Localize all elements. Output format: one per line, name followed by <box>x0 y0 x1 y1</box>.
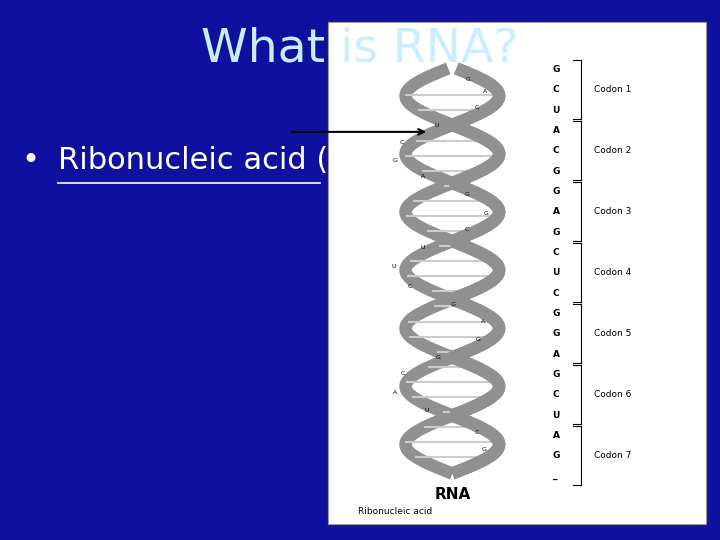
Text: A: A <box>421 174 426 179</box>
Text: RNA: RNA <box>434 487 470 502</box>
Text: U: U <box>552 268 560 278</box>
Text: Codon 2: Codon 2 <box>594 146 631 156</box>
Text: Ribonucleic acid: Ribonucleic acid <box>358 507 432 516</box>
Text: Codon 4: Codon 4 <box>594 268 631 278</box>
Text: A: A <box>552 431 559 440</box>
Text: G: G <box>465 192 469 198</box>
Text: •: • <box>22 146 40 175</box>
Text: A: A <box>482 89 487 94</box>
Text: Codon 1: Codon 1 <box>594 85 631 94</box>
Text: C: C <box>552 146 559 156</box>
Text: U: U <box>552 411 560 420</box>
Text: A: A <box>552 350 559 359</box>
Text: U: U <box>552 106 560 114</box>
Text: Codon 7: Codon 7 <box>594 451 631 461</box>
Text: C: C <box>552 248 559 257</box>
Text: Codon 3: Codon 3 <box>594 207 631 217</box>
Text: A: A <box>552 126 559 135</box>
Text: G: G <box>482 447 487 451</box>
Text: G: G <box>392 158 397 163</box>
Text: _: _ <box>552 472 557 481</box>
Text: G: G <box>552 451 560 461</box>
Text: What is RNA?: What is RNA? <box>202 27 518 72</box>
Text: C: C <box>400 139 404 145</box>
Text: C: C <box>552 85 559 94</box>
Text: U: U <box>425 408 429 413</box>
Text: G: G <box>483 211 488 216</box>
Text: C: C <box>475 430 480 435</box>
Text: U: U <box>435 123 439 129</box>
Text: U: U <box>392 264 396 268</box>
Text: C: C <box>400 372 405 376</box>
Text: U: U <box>420 245 425 251</box>
Text: A: A <box>480 319 485 323</box>
Text: A: A <box>552 207 559 217</box>
Text: G: G <box>552 65 560 74</box>
Text: G: G <box>552 370 560 379</box>
Text: G: G <box>552 167 560 176</box>
Text: A: A <box>393 390 397 395</box>
Text: C: C <box>475 105 480 110</box>
Text: Codon 5: Codon 5 <box>594 329 631 339</box>
Text: G: G <box>552 309 560 318</box>
Text: G: G <box>436 355 441 360</box>
Text: Ribonucleic acid (RNA): Ribonucleic acid (RNA) <box>58 146 405 175</box>
Text: C: C <box>408 284 412 289</box>
Text: G: G <box>465 77 470 82</box>
Text: C: C <box>464 227 469 232</box>
Text: C: C <box>552 390 559 400</box>
Text: G: G <box>451 302 455 307</box>
Text: C: C <box>552 289 559 298</box>
Text: G: G <box>552 329 560 339</box>
Text: Codon 6: Codon 6 <box>594 390 631 400</box>
Text: G: G <box>552 187 560 196</box>
FancyBboxPatch shape <box>328 22 706 524</box>
Text: G: G <box>552 228 560 237</box>
Text: G: G <box>475 337 480 342</box>
